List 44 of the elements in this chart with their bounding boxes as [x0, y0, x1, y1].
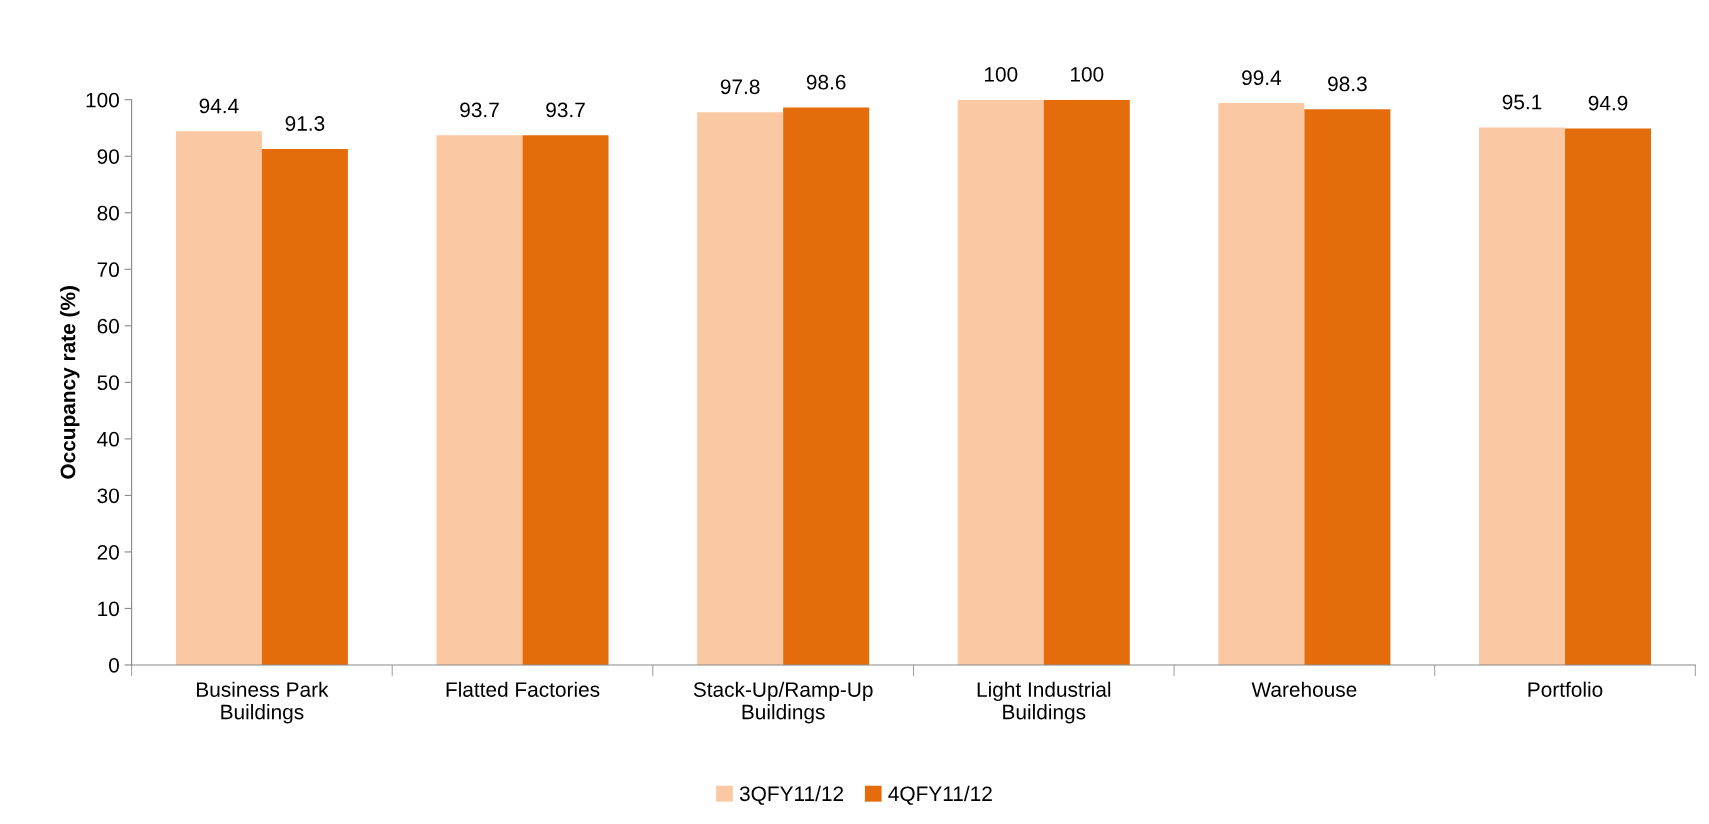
bar [261, 148, 348, 665]
legend-label: 3QFY11/12 [739, 785, 844, 805]
data-label: 94.4 [199, 98, 239, 114]
y-tick-label: 100 [86, 92, 119, 108]
x-tick-label: Warehouse [1251, 681, 1357, 697]
data-label: 93.7 [546, 102, 585, 118]
bar [1565, 128, 1652, 665]
data-label: 91.3 [285, 116, 325, 131]
y-tick-label: 60 [97, 318, 119, 334]
bar [1043, 99, 1130, 665]
data-label: 98.6 [806, 74, 846, 90]
y-tick-label: 40 [97, 431, 119, 447]
y-axis-title: Occupancy rate (%) [60, 286, 80, 479]
bar [1218, 103, 1305, 665]
y-tick-label: 90 [97, 149, 119, 164]
y-tick-label: 30 [97, 488, 119, 504]
bar [957, 99, 1044, 665]
data-label: 94.9 [1588, 95, 1628, 111]
y-tick-label: 50 [97, 375, 119, 391]
bar [1304, 109, 1391, 665]
x-tick-label: Light Industrial Buildings [977, 681, 1111, 724]
data-label: 97.8 [720, 79, 760, 95]
x-tick-label: Flatted Factories [446, 681, 600, 697]
data-label: 100 [1070, 66, 1104, 82]
y-tick-label: 70 [97, 262, 119, 278]
data-label: 100 [984, 66, 1018, 82]
bar [436, 135, 523, 665]
bar [175, 131, 262, 665]
legend-label: 4QFY11/12 [888, 785, 992, 805]
data-label: 99.4 [1242, 70, 1282, 86]
y-tick-label: 80 [97, 205, 119, 221]
bar [783, 107, 870, 665]
bar [522, 135, 609, 665]
x-tick-label: Business Park Buildings [197, 681, 329, 724]
data-label: 93.7 [460, 102, 499, 118]
y-tick-label: 20 [97, 544, 119, 560]
y-tick-label: 10 [98, 601, 119, 617]
x-tick-label: Stack-Up/Ramp-Up Buildings [693, 681, 873, 724]
bar [697, 112, 784, 665]
data-label: 98.3 [1328, 76, 1367, 92]
y-tick-label: 0 [109, 657, 119, 673]
data-label: 95.1 [1502, 94, 1542, 110]
bar [1479, 127, 1566, 665]
x-tick-label: Portfolio [1528, 681, 1603, 697]
